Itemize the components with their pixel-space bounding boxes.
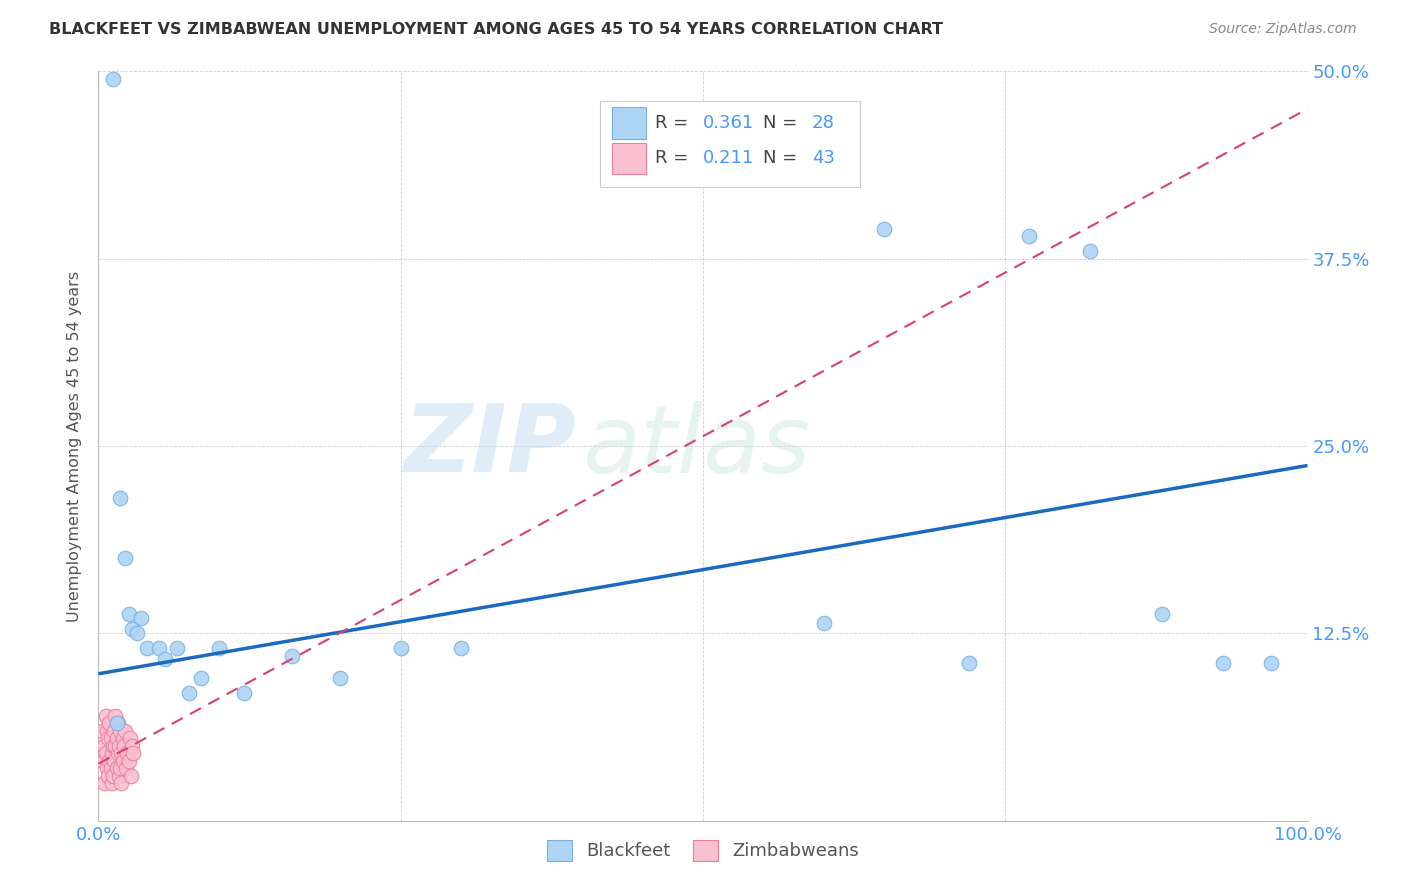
Point [114, 723, 136, 738]
Point [813, 615, 835, 630]
Point [329, 671, 352, 685]
Point [1152, 607, 1174, 621]
Point [208, 641, 231, 656]
Point [114, 551, 136, 566]
Point [110, 746, 132, 760]
Point [100, 776, 122, 790]
Point [108, 769, 131, 783]
Text: 0.211: 0.211 [703, 149, 754, 168]
Point [127, 626, 149, 640]
Point [105, 731, 128, 746]
Point [105, 761, 128, 775]
Point [105, 716, 128, 731]
Point [97, 731, 120, 746]
Point [957, 657, 980, 671]
Text: Source: ZipAtlas.com: Source: ZipAtlas.com [1209, 22, 1357, 37]
FancyBboxPatch shape [613, 143, 647, 174]
Point [281, 648, 304, 663]
Point [121, 739, 143, 753]
Legend: Blackfeet, Zimbabweans: Blackfeet, Zimbabweans [540, 832, 866, 868]
Text: N =: N = [763, 149, 803, 168]
Y-axis label: Unemployment Among Ages 45 to 54 years: Unemployment Among Ages 45 to 54 years [67, 270, 83, 622]
Text: ZIP: ZIP [404, 400, 576, 492]
Point [179, 686, 201, 700]
Point [96, 723, 118, 738]
Point [111, 754, 134, 768]
Point [153, 652, 176, 666]
Point [121, 622, 143, 636]
Point [115, 761, 138, 775]
Point [111, 731, 134, 746]
Text: 28: 28 [811, 114, 835, 132]
Point [93, 776, 115, 790]
Point [120, 769, 142, 783]
Point [110, 776, 132, 790]
Point [100, 731, 122, 746]
Point [101, 769, 124, 783]
Point [91, 754, 114, 768]
Point [129, 611, 152, 625]
Point [97, 769, 120, 783]
Point [96, 761, 118, 775]
Point [108, 723, 131, 738]
Point [122, 746, 145, 760]
Point [112, 739, 135, 753]
Text: R =: R = [655, 149, 693, 168]
Text: 0.361: 0.361 [703, 114, 754, 132]
Text: 43: 43 [811, 149, 835, 168]
FancyBboxPatch shape [613, 107, 647, 139]
Point [108, 739, 131, 753]
Point [232, 686, 254, 700]
Text: N =: N = [763, 114, 803, 132]
Point [118, 731, 141, 746]
Point [104, 708, 127, 723]
Point [91, 723, 114, 738]
Text: R =: R = [655, 114, 693, 132]
Point [98, 754, 121, 768]
Point [117, 746, 139, 760]
Point [190, 671, 212, 685]
Point [108, 491, 131, 506]
Text: atlas: atlas [582, 401, 810, 491]
Point [100, 746, 122, 760]
Point [100, 761, 122, 775]
Point [98, 716, 121, 731]
Point [1212, 657, 1234, 671]
Point [107, 746, 129, 760]
Point [94, 708, 117, 723]
Point [93, 739, 115, 753]
Point [104, 739, 127, 753]
FancyBboxPatch shape [600, 102, 860, 187]
Point [94, 746, 117, 760]
Point [118, 754, 141, 768]
Point [873, 221, 896, 235]
Point [1260, 657, 1282, 671]
Point [135, 641, 157, 656]
Point [108, 761, 131, 775]
Point [103, 754, 125, 768]
Text: BLACKFEET VS ZIMBABWEAN UNEMPLOYMENT AMONG AGES 45 TO 54 YEARS CORRELATION CHART: BLACKFEET VS ZIMBABWEAN UNEMPLOYMENT AMO… [49, 22, 943, 37]
Point [1018, 229, 1040, 244]
Point [118, 607, 141, 621]
Point [450, 641, 472, 656]
Point [1078, 244, 1101, 259]
Point [166, 641, 188, 656]
Point [389, 641, 412, 656]
Point [101, 739, 124, 753]
Point [107, 716, 129, 731]
Point [148, 641, 170, 656]
Point [103, 723, 125, 738]
Point [101, 71, 124, 86]
